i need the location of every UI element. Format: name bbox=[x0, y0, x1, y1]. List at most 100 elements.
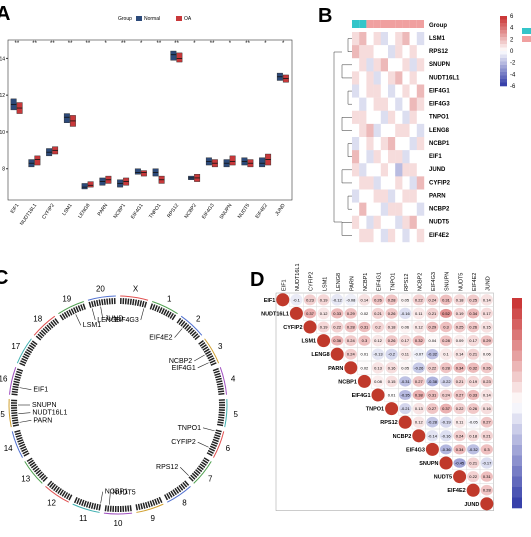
corr-label: 0.29 bbox=[483, 338, 492, 343]
colorbar bbox=[512, 350, 522, 362]
corr-label: 0.37 bbox=[442, 406, 451, 411]
corr-mark bbox=[412, 307, 425, 320]
corr-mark bbox=[439, 348, 453, 361]
row-label: JUND bbox=[464, 502, 479, 508]
corr-mark bbox=[344, 293, 357, 306]
corr-mark bbox=[439, 335, 453, 346]
corr-label: 0.11 bbox=[415, 311, 423, 316]
heat-cell bbox=[416, 163, 425, 177]
heat-cell bbox=[416, 150, 425, 164]
corr-label: 0.13 bbox=[415, 406, 424, 411]
panel-letter: C bbox=[0, 267, 8, 289]
heat-cell bbox=[366, 176, 374, 190]
corr-label: 0.22 bbox=[333, 325, 342, 330]
chromosome-outline bbox=[152, 301, 178, 315]
chromosome-arc bbox=[11, 399, 20, 427]
corr-mark bbox=[371, 307, 385, 319]
heat-cell bbox=[395, 163, 403, 177]
heat-cell bbox=[359, 150, 367, 164]
heat-cell bbox=[380, 176, 389, 190]
heat-cell bbox=[373, 215, 381, 230]
chromosome-label: 10 bbox=[114, 519, 123, 528]
group-bar bbox=[380, 20, 388, 28]
corr-label: 0.24 bbox=[347, 352, 356, 357]
heat-cell bbox=[416, 45, 425, 59]
colorbar-label: 6 bbox=[510, 14, 514, 20]
chromosome-label: 5 bbox=[233, 410, 238, 419]
corr-label: 0.52 bbox=[442, 311, 451, 316]
gene-pointer bbox=[108, 492, 111, 505]
corr-mark bbox=[467, 457, 480, 469]
heat-cell bbox=[416, 228, 425, 243]
corr-mark bbox=[399, 376, 412, 387]
heat-cell bbox=[395, 137, 403, 151]
colorbar bbox=[512, 445, 522, 456]
gene-pointer bbox=[194, 354, 205, 362]
heat-cell bbox=[388, 84, 396, 98]
corr-label: -0.19 bbox=[441, 420, 451, 425]
corr-mark bbox=[480, 471, 493, 482]
diagonal bbox=[289, 306, 303, 320]
row-label: LSM1 bbox=[429, 36, 446, 42]
heat-cell bbox=[395, 228, 403, 243]
legend-swatch bbox=[522, 28, 531, 34]
box bbox=[81, 183, 88, 190]
corr-label: 0.17 bbox=[483, 311, 492, 316]
corr-mark bbox=[453, 375, 466, 387]
corr-mark bbox=[317, 321, 330, 333]
box bbox=[170, 50, 177, 61]
heat-cell bbox=[352, 150, 360, 164]
significance: ** bbox=[157, 41, 162, 47]
heat-cell bbox=[359, 32, 367, 46]
heat-cell bbox=[409, 137, 417, 151]
chromosome-label: 4 bbox=[231, 375, 236, 384]
diagonal bbox=[453, 470, 467, 484]
legend-label: OA bbox=[184, 16, 192, 22]
heat-cell bbox=[416, 123, 425, 138]
chromosome-arc bbox=[19, 339, 38, 367]
corr-mark bbox=[480, 335, 493, 346]
heat-cell bbox=[359, 202, 367, 216]
chromosome-label: 3 bbox=[218, 342, 223, 351]
x-tick-label: LENG8 bbox=[77, 203, 91, 220]
corr-label: 0.24 bbox=[442, 393, 451, 398]
row-label: EIF4E2 bbox=[447, 488, 465, 494]
corr-mark bbox=[480, 402, 493, 415]
chromosome-arc bbox=[198, 339, 217, 367]
corr-mark bbox=[453, 307, 466, 319]
colorbar bbox=[500, 44, 507, 48]
heat-cell bbox=[388, 163, 396, 177]
corr-label: 0.12 bbox=[415, 325, 424, 330]
corr-label: 0.18 bbox=[388, 325, 397, 330]
corr-label: 0.22 bbox=[456, 406, 465, 411]
box bbox=[134, 168, 141, 175]
corr-label: 0.28 bbox=[442, 365, 451, 370]
corr-mark bbox=[439, 321, 453, 333]
corr-label: 0.21 bbox=[483, 433, 492, 438]
heat-cell bbox=[366, 58, 374, 72]
colorbar bbox=[500, 54, 507, 59]
corr-mark bbox=[439, 403, 453, 414]
heat-cell bbox=[373, 228, 381, 243]
heat-cell bbox=[366, 150, 374, 164]
corr-label: 0.01 bbox=[361, 352, 370, 357]
gene-pointer bbox=[18, 412, 31, 415]
heat-cell bbox=[395, 71, 403, 85]
group-bar bbox=[409, 20, 417, 28]
corr-label: 0.24 bbox=[347, 338, 356, 343]
corr-label: 0.38 bbox=[415, 393, 424, 398]
corr-mark bbox=[467, 375, 480, 387]
corr-label: -0.38 bbox=[428, 379, 438, 384]
heat-cell bbox=[380, 32, 389, 46]
corr-label: 0.31 bbox=[483, 474, 492, 479]
heat-cell bbox=[402, 84, 410, 98]
heat-cell bbox=[402, 123, 410, 138]
box bbox=[229, 155, 236, 166]
corr-label: 0.17 bbox=[401, 338, 410, 343]
colorbar-label: -6 bbox=[510, 84, 516, 90]
corr-label: 0.31 bbox=[361, 325, 370, 330]
diagonal bbox=[439, 456, 453, 470]
chromosome-outline bbox=[219, 367, 228, 395]
gene-pointer bbox=[100, 306, 104, 319]
